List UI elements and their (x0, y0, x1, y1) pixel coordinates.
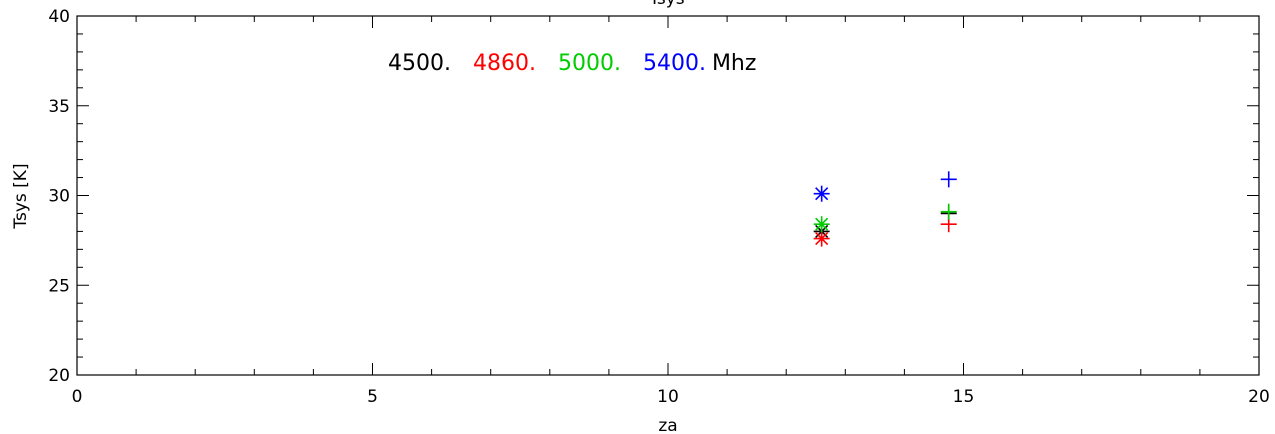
data-points (813, 171, 957, 247)
x-tick-label: 20 (1248, 387, 1270, 407)
plus-marker (940, 203, 957, 220)
y-tick-label: 40 (48, 7, 70, 27)
plus-marker (940, 171, 957, 188)
axis-tick-labels: 0 5 10 15 20 20 25 30 35 40 (48, 7, 1269, 407)
legend-text: 4500. 4860. 5000. 5400. Mhz (388, 51, 756, 76)
asterisk-marker (813, 185, 830, 202)
asterisk-marker (813, 216, 830, 233)
y-axis-label: Tsys [K] (11, 163, 31, 229)
legend-unit: Mhz (712, 51, 756, 76)
legend-entry: 5400. (643, 51, 706, 76)
x-tick-label: 0 (72, 387, 83, 407)
legend: 4500. 4860. 5000. 5400. Mhz (388, 51, 756, 76)
axis-ticks (76, 15, 1260, 376)
asterisk-marker (813, 230, 830, 247)
y-tick-label: 30 (48, 187, 70, 207)
x-tick-label: 5 (367, 387, 378, 407)
y-tick-label: 35 (48, 97, 70, 117)
x-tick-label: 10 (657, 387, 679, 407)
legend-entry: 5000. (558, 51, 621, 76)
x-tick-label: 15 (953, 387, 975, 407)
legend-entry: 4500. (388, 51, 451, 76)
x-axis-label: za (658, 416, 677, 434)
legend-entry: 4860. (473, 51, 536, 76)
chart-title: Tsys (648, 0, 684, 9)
y-tick-label: 20 (48, 366, 70, 386)
y-tick-label: 25 (48, 276, 70, 296)
